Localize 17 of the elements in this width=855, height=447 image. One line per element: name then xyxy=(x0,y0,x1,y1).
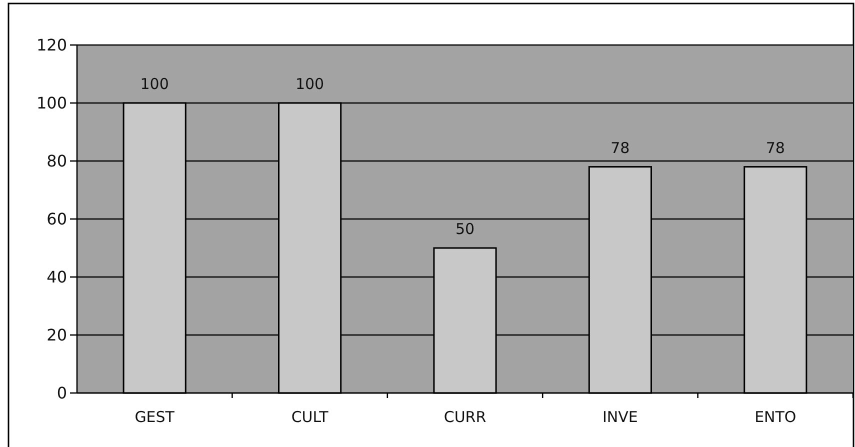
data-label: 100 xyxy=(140,75,169,93)
x-tick-label: CURR xyxy=(444,408,486,426)
data-label: 100 xyxy=(295,75,324,93)
x-tick-label: INVE xyxy=(602,408,638,426)
y-tick-label: 100 xyxy=(36,94,67,113)
x-tick-label: GEST xyxy=(134,408,176,426)
y-tick-label: 60 xyxy=(46,210,67,229)
y-tick-label: 20 xyxy=(46,326,67,345)
y-tick-label: 0 xyxy=(56,384,67,403)
y-tick-label: 120 xyxy=(36,36,67,55)
x-tick-label: CULT xyxy=(291,408,330,426)
data-label: 78 xyxy=(610,138,630,157)
y-tick-label: 80 xyxy=(46,152,67,171)
y-tick-label: 40 xyxy=(46,268,67,287)
data-label: 50 xyxy=(455,220,475,238)
x-tick-label: ENTO xyxy=(754,408,796,426)
data-label: 78 xyxy=(766,138,785,157)
